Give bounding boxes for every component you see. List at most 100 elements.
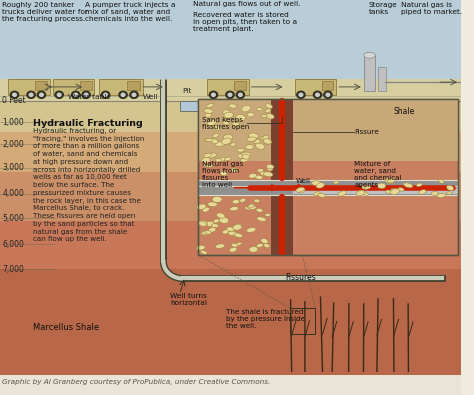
Text: Well: Well xyxy=(143,94,158,100)
Text: Hydraulic fracturing, or
"fracing," involves the injection
of more than a millio: Hydraulic fracturing, or "fracing," invo… xyxy=(33,128,145,243)
Circle shape xyxy=(29,93,33,96)
Ellipse shape xyxy=(256,107,263,111)
Bar xyxy=(128,81,140,90)
Bar xyxy=(198,99,458,255)
Ellipse shape xyxy=(377,183,386,188)
Ellipse shape xyxy=(438,179,444,183)
Text: Well turns
horizontal: Well turns horizontal xyxy=(170,293,208,306)
Ellipse shape xyxy=(245,145,254,149)
Ellipse shape xyxy=(260,171,267,176)
Ellipse shape xyxy=(202,207,210,212)
Bar xyxy=(180,101,205,111)
Ellipse shape xyxy=(241,105,251,112)
Ellipse shape xyxy=(237,154,245,158)
Ellipse shape xyxy=(267,167,273,171)
Text: Sand keeps
fissures open: Sand keeps fissures open xyxy=(202,117,249,130)
Bar xyxy=(0,172,461,221)
Ellipse shape xyxy=(223,134,233,140)
Bar xyxy=(207,79,249,95)
Ellipse shape xyxy=(256,208,263,212)
Ellipse shape xyxy=(215,244,225,248)
Ellipse shape xyxy=(222,121,229,125)
Circle shape xyxy=(236,91,245,98)
Text: Fissure: Fissure xyxy=(354,128,379,135)
Ellipse shape xyxy=(237,148,245,152)
Bar xyxy=(0,375,461,395)
Ellipse shape xyxy=(210,139,218,144)
Text: Recovered water is stored
in open pits, then taken to a
treatment plant.: Recovered water is stored in open pits, … xyxy=(193,12,298,32)
Ellipse shape xyxy=(242,154,250,159)
Ellipse shape xyxy=(312,181,321,186)
Ellipse shape xyxy=(265,214,271,216)
Ellipse shape xyxy=(228,104,237,108)
Ellipse shape xyxy=(232,199,239,204)
Circle shape xyxy=(228,93,232,96)
Ellipse shape xyxy=(356,190,365,196)
Circle shape xyxy=(55,91,64,98)
Ellipse shape xyxy=(236,224,241,226)
Bar xyxy=(35,81,47,90)
Ellipse shape xyxy=(207,153,217,158)
Text: Graphic by Al Granberg courtesy of ProPublica, under Creative Commons.: Graphic by Al Granberg courtesy of ProPu… xyxy=(2,379,271,385)
Text: Roughly 200 tanker
trucks deliver water for
the fracturing process.: Roughly 200 tanker trucks deliver water … xyxy=(2,2,88,22)
Ellipse shape xyxy=(318,193,326,198)
Circle shape xyxy=(101,91,109,98)
Text: 5,000: 5,000 xyxy=(2,214,24,223)
Ellipse shape xyxy=(390,188,395,192)
Circle shape xyxy=(13,93,16,96)
Bar xyxy=(0,269,461,375)
Circle shape xyxy=(104,93,108,96)
Text: Fissures: Fissures xyxy=(285,273,316,282)
Ellipse shape xyxy=(247,113,254,117)
Ellipse shape xyxy=(201,231,210,235)
Ellipse shape xyxy=(211,224,219,228)
Ellipse shape xyxy=(199,220,208,226)
Ellipse shape xyxy=(202,231,210,235)
Bar xyxy=(53,79,94,95)
Text: A pumper truck injects a
mix of sand, water and
chemicals into the well.: A pumper truck injects a mix of sand, wa… xyxy=(85,2,176,22)
Ellipse shape xyxy=(222,142,229,145)
Ellipse shape xyxy=(229,247,237,252)
Ellipse shape xyxy=(205,113,211,117)
Text: Water table: Water table xyxy=(68,94,111,100)
Bar xyxy=(8,79,50,95)
Ellipse shape xyxy=(247,137,256,141)
Ellipse shape xyxy=(201,250,207,254)
Ellipse shape xyxy=(417,183,422,186)
Text: 3,000: 3,000 xyxy=(2,164,24,172)
Circle shape xyxy=(313,91,322,98)
Ellipse shape xyxy=(261,115,267,118)
Ellipse shape xyxy=(215,142,225,147)
Ellipse shape xyxy=(217,213,225,218)
Ellipse shape xyxy=(219,157,226,162)
Ellipse shape xyxy=(221,138,231,144)
Ellipse shape xyxy=(263,135,269,139)
Ellipse shape xyxy=(222,230,228,234)
Ellipse shape xyxy=(255,175,263,179)
Ellipse shape xyxy=(447,192,452,194)
Ellipse shape xyxy=(224,157,231,161)
Ellipse shape xyxy=(362,192,368,196)
Ellipse shape xyxy=(257,217,266,221)
Ellipse shape xyxy=(266,164,274,169)
Ellipse shape xyxy=(296,187,304,192)
Ellipse shape xyxy=(216,158,222,162)
Bar xyxy=(198,99,458,161)
Text: 1,000: 1,000 xyxy=(2,118,24,127)
Ellipse shape xyxy=(226,227,235,231)
Ellipse shape xyxy=(390,189,400,195)
Text: Pit: Pit xyxy=(182,88,191,94)
Ellipse shape xyxy=(249,173,256,178)
Ellipse shape xyxy=(240,198,246,202)
Bar xyxy=(0,101,461,132)
Ellipse shape xyxy=(386,190,392,194)
Ellipse shape xyxy=(213,134,219,137)
Circle shape xyxy=(316,93,319,96)
Circle shape xyxy=(27,91,35,98)
Bar xyxy=(293,188,458,194)
Text: Well: Well xyxy=(295,178,310,184)
Ellipse shape xyxy=(264,139,272,144)
Ellipse shape xyxy=(232,122,239,126)
Ellipse shape xyxy=(257,169,264,172)
Ellipse shape xyxy=(222,110,229,114)
